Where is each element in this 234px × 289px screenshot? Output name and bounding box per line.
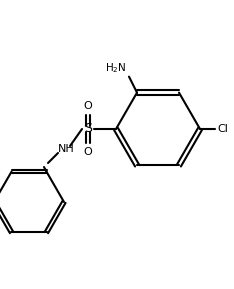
Text: H$_2$N: H$_2$N xyxy=(106,61,127,75)
Text: O: O xyxy=(84,101,92,111)
Text: O: O xyxy=(84,147,92,157)
Text: Cl: Cl xyxy=(217,124,228,134)
Text: S: S xyxy=(84,123,92,136)
Text: NH: NH xyxy=(58,144,74,154)
